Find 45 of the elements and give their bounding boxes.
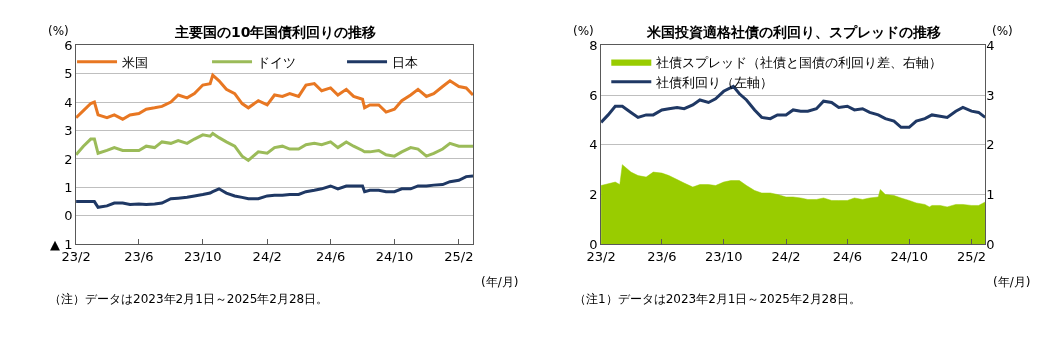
x-tick-label: 25/2 [956,248,987,264]
legend-label: 社債利回り（左軸） [656,74,774,90]
x-tick-label: 24/6 [315,248,346,264]
x-tick-label: 24/2 [252,248,282,264]
y-tick-label: 2 [589,187,598,203]
y2-tick-label: 1 [986,187,995,203]
x-tick-label: 23/6 [124,248,154,264]
text: （注）データは2023年2月1日～2025年2月28日。 [49,292,329,306]
x-tick-label: 23/6 [647,248,677,264]
line-series [76,174,474,209]
line-series [76,131,474,162]
y-tick-label: 5 [64,66,73,82]
y-tick-label: 8 [589,37,598,53]
line-series [76,73,474,121]
y-tick-label: 2 [64,151,73,167]
y-axis-title: (%) [48,24,69,38]
chart-title: 米国投資適格社債の利回り、スプレッドの推移 [646,24,941,40]
legend-label: 日本 [392,54,419,70]
y-tick-label: 0 [64,208,73,224]
legend-label: 米国 [122,54,149,70]
legend-label: 社債スプレッド（社債と国債の利回り差、右軸） [656,54,943,70]
legend-label: ドイツ [257,54,297,70]
x-axis-title: (年/月) [993,275,1031,289]
y2-tick-label: 0 [986,236,995,252]
y2-tick-label: 4 [986,37,995,53]
y-tick-label: 3 [64,123,73,139]
y2-tick-label: 3 [986,87,995,103]
x-tick-label: 24/6 [832,248,862,264]
x-tick-label: 23/10 [704,248,743,264]
x-tick-label: 25/2 [444,248,474,264]
y-tick-label: 6 [589,87,598,103]
y-tick-label: 6 [64,37,73,53]
y-tick-label: 4 [589,137,598,153]
x-tick-label: 24/2 [771,248,801,264]
text: （注1）データは2023年2月1日～2025年2月28日。 [574,292,861,306]
x-tick-label: 24/10 [375,248,414,264]
x-tick-label: 23/10 [184,248,222,264]
chart-title: 主要国の10年国債利回りの推移 [174,24,377,40]
y-tick-label: 1 [64,179,73,195]
y2-axis-title: (%) [992,24,1013,38]
y-axis-title: (%) [573,24,594,38]
y2-tick-label: 2 [986,137,995,153]
x-axis-title: (年/月) [481,275,519,289]
y-tick-label: 4 [64,94,73,110]
x-tick-label: 24/10 [890,248,928,264]
